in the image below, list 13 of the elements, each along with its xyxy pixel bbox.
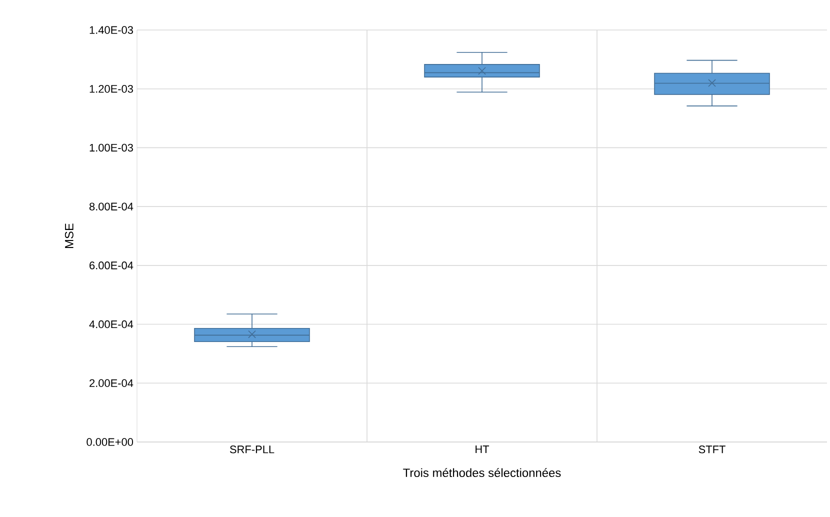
- y-tick-label: 6.00E-04: [90, 262, 134, 270]
- x-tick-label: SRF-PLL: [230, 446, 274, 454]
- x-tick-label: HT: [476, 446, 490, 454]
- y-tick-label: 1.20E-03: [90, 84, 133, 93]
- x-tick-label: STFT: [698, 446, 726, 454]
- y-tick-label: 8.00E-04: [89, 202, 134, 210]
- y-tick-label: 0.00E+00: [86, 438, 134, 446]
- y-tick-label: 2.00E-04: [90, 379, 134, 388]
- y-tick-label: 4.00E-04: [89, 320, 134, 328]
- y-axis-title: MSE: [64, 224, 74, 248]
- y-tick-label: 1.40E-03: [90, 26, 133, 34]
- x-axis-title: Trois méthodes sélectionnées: [403, 468, 561, 478]
- y-tick-label: 1.00E-03: [90, 144, 133, 152]
